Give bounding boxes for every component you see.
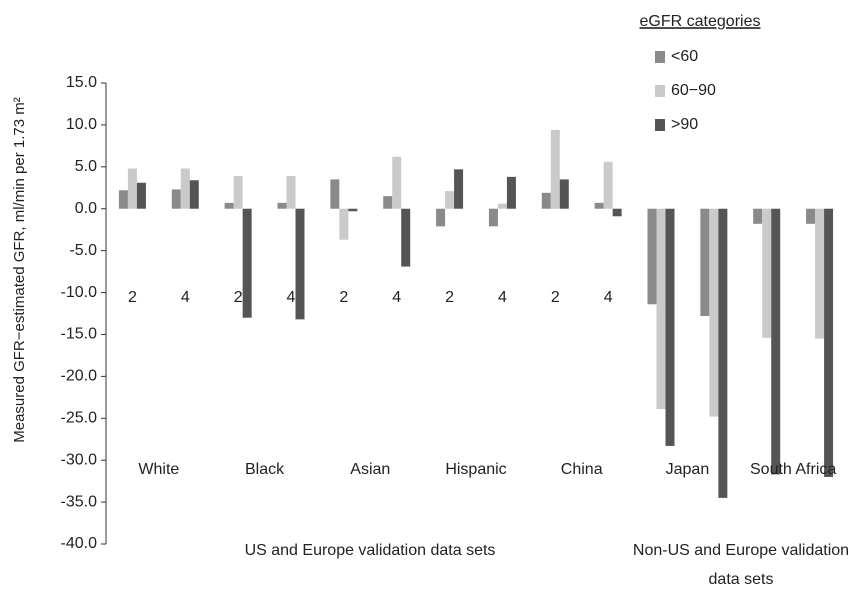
y-tick-label: -20.0 xyxy=(61,368,98,385)
group-label: Black xyxy=(245,461,285,478)
bar xyxy=(815,208,825,339)
bar xyxy=(753,208,763,224)
category-label: 2 xyxy=(445,289,454,306)
legend-title: eGFR categories xyxy=(640,13,761,30)
legend-swatch xyxy=(655,119,665,131)
bar xyxy=(700,208,710,317)
supergroup-label: Non-US and Europe validation data sets xyxy=(633,542,848,588)
category-label: 4 xyxy=(287,289,296,306)
y-tick-label: -15.0 xyxy=(61,326,98,343)
bar xyxy=(242,208,252,318)
bar xyxy=(771,208,781,475)
category-label: 2 xyxy=(128,289,137,306)
bar xyxy=(488,208,498,227)
bar xyxy=(550,129,560,209)
y-tick-label: -10.0 xyxy=(61,284,98,301)
category-label: 2 xyxy=(234,289,243,306)
bar xyxy=(118,190,128,209)
y-tick-label: 5.0 xyxy=(75,158,97,175)
y-tick-label: 15.0 xyxy=(66,74,97,91)
legend-label: <60 xyxy=(671,48,698,65)
group-label: Hispanic xyxy=(445,461,506,478)
bar xyxy=(180,168,190,209)
bar xyxy=(136,182,146,209)
group-label: China xyxy=(561,461,603,478)
legend-swatch xyxy=(655,85,665,97)
y-tick-label: -30.0 xyxy=(61,451,98,468)
bar xyxy=(824,208,834,477)
bar xyxy=(806,208,816,224)
bar xyxy=(171,189,181,209)
bar xyxy=(233,176,243,209)
bar xyxy=(383,196,393,209)
category-label: 4 xyxy=(498,289,507,306)
y-tick-label: 0.0 xyxy=(75,200,97,217)
y-tick-label: -35.0 xyxy=(61,493,98,510)
bar xyxy=(541,192,551,209)
bar xyxy=(718,208,728,498)
bar xyxy=(348,208,358,212)
bar xyxy=(330,179,340,209)
category-label: 4 xyxy=(604,289,613,306)
y-axis-label: Measured GFR−estimated GFR, ml/min per 1… xyxy=(11,97,28,443)
y-tick-label: 10.0 xyxy=(66,116,97,133)
bar xyxy=(286,176,296,209)
bar xyxy=(295,208,305,320)
bar xyxy=(612,208,622,217)
y-tick-label: -25.0 xyxy=(61,409,98,426)
bar xyxy=(401,208,411,267)
y-tick-label: -40.0 xyxy=(61,535,98,552)
category-label: 2 xyxy=(551,289,560,306)
bar xyxy=(559,179,569,209)
bar xyxy=(224,202,234,209)
bar xyxy=(603,161,613,209)
bar xyxy=(277,202,287,209)
supergroup-label: US and Europe validation data sets xyxy=(245,542,496,559)
bar xyxy=(392,156,402,209)
category-label: 4 xyxy=(392,289,401,306)
bar xyxy=(594,202,604,209)
group-label: South Africa xyxy=(750,461,836,478)
bar xyxy=(497,203,507,209)
bar xyxy=(709,208,719,417)
category-label: 2 xyxy=(339,289,348,306)
bar xyxy=(454,169,464,209)
category-label: 4 xyxy=(181,289,190,306)
legend-swatch xyxy=(655,51,665,63)
bar xyxy=(647,208,657,305)
bar xyxy=(445,191,455,209)
bar xyxy=(189,180,199,209)
bar xyxy=(665,208,675,446)
legend-label: >90 xyxy=(671,116,698,133)
y-tick-label: -5.0 xyxy=(69,242,97,259)
legend-label: 60−90 xyxy=(671,82,716,99)
group-label: Japan xyxy=(666,461,710,478)
bar xyxy=(762,208,772,338)
group-label: Asian xyxy=(350,461,390,478)
bar xyxy=(127,168,137,209)
bar xyxy=(436,208,446,227)
group-label: White xyxy=(138,461,179,478)
bar xyxy=(339,208,349,240)
bar xyxy=(506,176,516,209)
bar xyxy=(656,208,666,410)
